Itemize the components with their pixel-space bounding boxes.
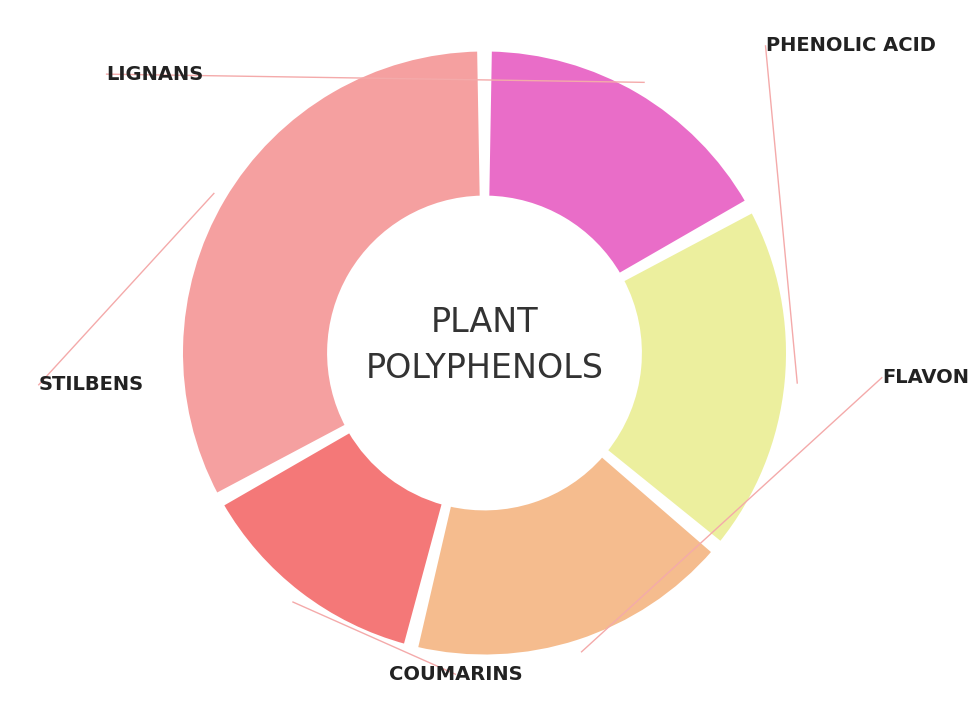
Wedge shape (487, 49, 747, 275)
Text: PHENOLIC ACID: PHENOLIC ACID (766, 37, 935, 55)
Text: COUMARINS: COUMARINS (389, 665, 522, 683)
Circle shape (332, 201, 637, 505)
Wedge shape (416, 455, 714, 657)
Wedge shape (181, 49, 482, 496)
Text: STILBENS: STILBENS (39, 376, 143, 394)
Text: FLAVONOIDS: FLAVONOIDS (882, 369, 969, 387)
Text: LIGNANS: LIGNANS (107, 65, 203, 83)
Wedge shape (606, 210, 788, 544)
Text: PLANT
POLYPHENOLS: PLANT POLYPHENOLS (365, 306, 604, 385)
Wedge shape (222, 431, 444, 646)
